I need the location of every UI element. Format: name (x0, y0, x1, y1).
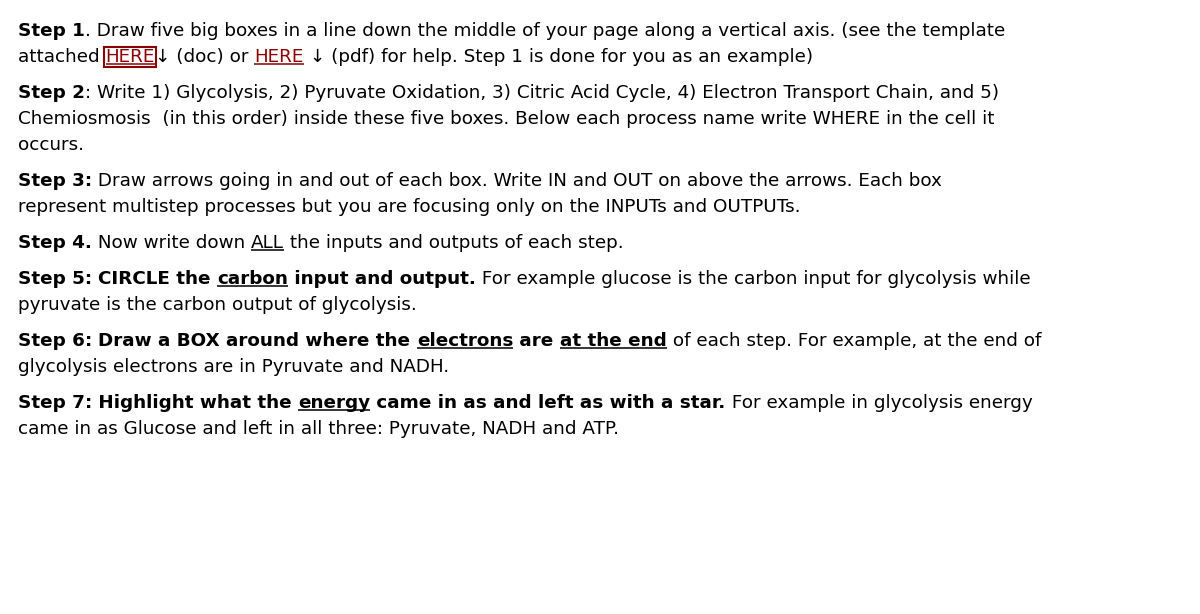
Text: attached: attached (18, 48, 106, 66)
Text: Highlight what the: Highlight what the (92, 394, 299, 412)
Text: Step 5:: Step 5: (18, 270, 98, 288)
Text: Step 3:: Step 3: (18, 172, 92, 190)
Text: Step 2: Step 2 (18, 84, 85, 102)
Text: the inputs and outputs of each step.: the inputs and outputs of each step. (284, 234, 624, 252)
Text: electrons: electrons (416, 332, 514, 350)
Text: For example in glycolysis energy: For example in glycolysis energy (726, 394, 1032, 412)
Text: came in as and left as with a star.: came in as and left as with a star. (371, 394, 726, 412)
Text: at the end: at the end (560, 332, 667, 350)
Text: :: : (85, 332, 98, 350)
Text: ↓ (pdf) for help. Step 1 is done for you as an example): ↓ (pdf) for help. Step 1 is done for you… (304, 48, 812, 66)
Text: HERE: HERE (254, 48, 304, 66)
Text: represent multistep processes but you are focusing only on the INPUTs and OUTPUT: represent multistep processes but you ar… (18, 198, 800, 216)
Text: energy: energy (299, 394, 371, 412)
Text: pyruvate is the carbon output of glycolysis.: pyruvate is the carbon output of glycoly… (18, 296, 416, 314)
Text: input and output.: input and output. (288, 270, 476, 288)
Text: ALL: ALL (251, 234, 284, 252)
Text: occurs.: occurs. (18, 136, 84, 154)
Text: are: are (514, 332, 560, 350)
Text: Step 4.: Step 4. (18, 234, 92, 252)
Text: CIRCLE the: CIRCLE the (98, 270, 217, 288)
Text: Step 7:: Step 7: (18, 394, 92, 412)
Text: : Write 1) Glycolysis, 2) Pyruvate Oxidation, 3) Citric Acid Cycle, 4) Electron : : Write 1) Glycolysis, 2) Pyruvate Oxida… (85, 84, 1000, 102)
Text: Step 6: Step 6 (18, 332, 85, 350)
Text: glycolysis electrons are in Pyruvate and NADH.: glycolysis electrons are in Pyruvate and… (18, 358, 449, 376)
Text: Chemiosmosis  (in this order) inside these five boxes. Below each process name w: Chemiosmosis (in this order) inside thes… (18, 110, 995, 128)
Text: came in as Glucose and left in all three: Pyruvate, NADH and ATP.: came in as Glucose and left in all three… (18, 420, 619, 438)
Text: carbon: carbon (217, 270, 288, 288)
Text: . Draw five big boxes in a line down the middle of your page along a vertical ax: . Draw five big boxes in a line down the… (85, 22, 1006, 40)
Text: For example glucose is the carbon input for glycolysis while: For example glucose is the carbon input … (476, 270, 1031, 288)
Text: HERE: HERE (106, 48, 155, 66)
Text: of each step. For example, at the end of: of each step. For example, at the end of (667, 332, 1042, 350)
Text: ↓ (doc) or: ↓ (doc) or (155, 48, 254, 66)
Text: Step 1: Step 1 (18, 22, 85, 40)
Text: Draw arrows going in and out of each box. Write IN and OUT on above the arrows. : Draw arrows going in and out of each box… (92, 172, 942, 190)
Text: Draw a BOX around where the: Draw a BOX around where the (98, 332, 416, 350)
Text: Now write down: Now write down (92, 234, 251, 252)
